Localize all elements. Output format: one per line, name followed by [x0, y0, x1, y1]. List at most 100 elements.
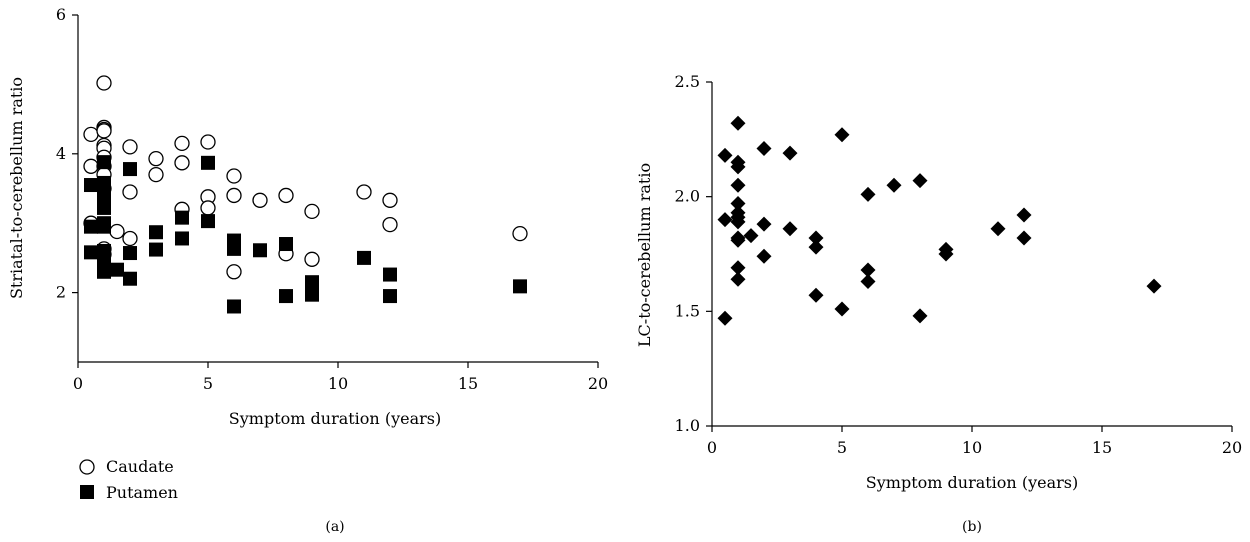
panel-b-y-tick-label: 2.5	[675, 72, 700, 91]
putamen-point	[97, 200, 111, 215]
putamen-point	[149, 225, 163, 240]
lc-ratio-point	[1146, 278, 1162, 294]
caudate-point	[122, 139, 138, 155]
caudate-point	[174, 155, 190, 171]
putamen-point	[279, 289, 293, 304]
putamen-point	[227, 241, 241, 256]
caudate-point	[96, 123, 112, 139]
putamen-point	[84, 219, 98, 234]
panel-b-x-tick-label: 5	[837, 438, 847, 457]
caudate-point	[304, 203, 320, 220]
panel-b-x-tick-label: 10	[962, 438, 982, 457]
caudate-point	[226, 264, 242, 280]
caudate-point	[512, 225, 528, 242]
panel-b-x-tick-label: 15	[1092, 438, 1112, 457]
lc-ratio-point	[886, 177, 902, 193]
putamen-point	[253, 243, 267, 258]
lc-ratio-point	[1016, 207, 1032, 223]
panel-b-scatter-chart: 0 5 10 15 20 1.0 1.5 2.0 2.5 Symptom duration (y…	[635, 72, 1242, 535]
caudate-point	[83, 158, 99, 174]
lc-ratio-point	[860, 274, 876, 290]
caudate-point	[148, 166, 164, 183]
panel-a-x-tick-label: 5	[203, 374, 213, 393]
panel-b-x-tick-label: 20	[1222, 438, 1242, 457]
lc-ratio-point	[912, 173, 928, 189]
lc-ratio-point	[743, 228, 759, 244]
caudate-point	[174, 135, 190, 152]
lc-ratio-point	[1016, 230, 1032, 246]
lc-ratio-point	[756, 248, 772, 264]
putamen-point	[305, 287, 319, 302]
panel-b-y-tick-label: 1.5	[675, 301, 700, 320]
panel-a-y-tick-label: 6	[56, 5, 66, 24]
panel-b-x-tick-label: 0	[707, 438, 717, 457]
panel-a-legend: Caudate Putamen	[79, 457, 178, 502]
lc-ratio-point	[756, 216, 772, 232]
lc-ratio-point	[730, 271, 746, 287]
panel-a-scatter-chart: 0 5 10 15 20 2 4 6 Symptom duration (years) Str…	[7, 5, 608, 535]
caudate-point	[109, 223, 125, 240]
lc-ratio-point	[912, 308, 928, 324]
putamen-point	[110, 262, 124, 277]
panel-a-x-axis-label: Symptom duration (years)	[229, 409, 441, 428]
caudate-point	[96, 75, 112, 91]
putamen-point	[84, 178, 98, 193]
lc-ratio-point	[938, 246, 954, 262]
putamen-point	[201, 155, 215, 170]
lc-ratio-point	[990, 221, 1006, 237]
lc-ratio-point	[834, 301, 850, 317]
panel-a-caption: (a)	[325, 519, 344, 535]
panel-b-y-axis-label: LC-to-cerebellum ratio	[635, 163, 654, 347]
lc-ratio-point	[730, 260, 746, 276]
caudate-point	[226, 168, 242, 184]
lc-ratio-point	[782, 221, 798, 237]
putamen-point	[513, 279, 527, 294]
putamen-point	[149, 242, 163, 257]
lc-ratio-point	[730, 196, 746, 212]
panel-a-y-axis-label: Striatal-to-cerebellum ratio	[7, 77, 26, 299]
putamen-point	[97, 219, 111, 234]
lc-ratio-point	[730, 177, 746, 193]
panel-a-x-tick-label: 0	[73, 374, 83, 393]
putamen-point	[97, 264, 111, 279]
panel-b-ticks: 0 5 10 15 20 1.0 1.5 2.0 2.5	[675, 72, 1243, 457]
legend-putamen-label: Putamen	[106, 483, 178, 502]
lc-ratio-point	[717, 212, 733, 228]
caudate-point	[278, 187, 294, 204]
panel-a-markers	[83, 75, 528, 314]
putamen-point	[227, 299, 241, 314]
lc-ratio-point	[756, 141, 772, 157]
lc-ratio-point	[782, 145, 798, 161]
lc-ratio-point	[730, 232, 746, 248]
caudate-point	[252, 192, 268, 208]
putamen-point	[383, 267, 397, 282]
panel-b-markers	[717, 115, 1162, 326]
caudate-point	[382, 216, 398, 233]
legend-caudate-marker	[79, 459, 95, 475]
panel-b-x-axis-label: Symptom duration (years)	[866, 473, 1078, 492]
lc-ratio-point	[717, 310, 733, 326]
lc-ratio-point	[730, 115, 746, 131]
lc-ratio-point	[730, 159, 746, 175]
lc-ratio-point	[860, 262, 876, 278]
lc-ratio-point	[860, 186, 876, 202]
panel-b-caption: (b)	[962, 519, 982, 535]
caudate-point	[83, 126, 99, 143]
panel-a-x-tick-label: 20	[588, 374, 608, 393]
caudate-point	[356, 184, 372, 200]
panel-a-y-tick-label: 2	[56, 283, 66, 302]
lc-ratio-point	[808, 239, 824, 255]
putamen-point	[305, 275, 319, 290]
lc-ratio-point	[808, 287, 824, 303]
panel-a-ticks: 0 5 10 15 20 2 4 6	[56, 5, 608, 393]
caudate-point	[304, 251, 320, 267]
putamen-point	[123, 246, 137, 261]
putamen-point	[201, 214, 215, 229]
putamen-point	[123, 271, 137, 286]
panel-b-y-tick-label: 2.0	[675, 187, 700, 206]
panel-a-x-tick-label: 10	[328, 374, 348, 393]
caudate-point	[200, 134, 216, 150]
putamen-point	[175, 210, 189, 225]
lc-ratio-point	[834, 127, 850, 143]
